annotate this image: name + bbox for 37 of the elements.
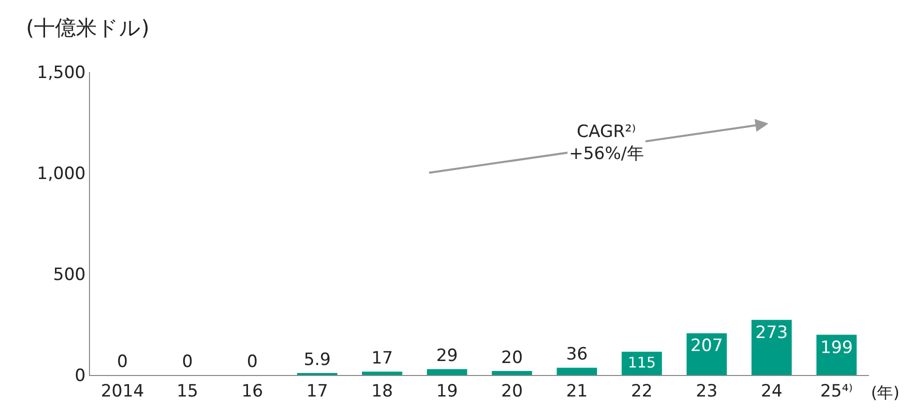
y-axis-title: (十億米ドル) bbox=[26, 16, 150, 40]
x-tick-label: 16 bbox=[241, 381, 264, 402]
data-label: 20 bbox=[501, 348, 523, 368]
x-tick-label: 2014 bbox=[100, 381, 144, 402]
x-tick-label: 22 bbox=[630, 381, 653, 402]
bar bbox=[686, 333, 727, 375]
x-tick-label: 24 bbox=[760, 381, 782, 402]
data-label: 0 bbox=[182, 352, 193, 372]
data-label: 273 bbox=[755, 322, 788, 343]
bar bbox=[556, 368, 597, 375]
y-tick-label: 0 bbox=[74, 366, 86, 386]
x-tick-label: 21 bbox=[566, 381, 588, 402]
y-tick-label: 1,500 bbox=[36, 62, 86, 83]
data-label: 5.9 bbox=[304, 350, 331, 370]
bar bbox=[752, 320, 792, 375]
x-tick-label: 20 bbox=[501, 381, 523, 402]
x-tick-label: 17 bbox=[306, 381, 328, 402]
data-label: 0 bbox=[117, 352, 128, 372]
data-label: 17 bbox=[371, 348, 393, 369]
x-tick-label: 19 bbox=[436, 381, 458, 402]
bar bbox=[426, 369, 468, 375]
y-tick-label: 500 bbox=[53, 264, 86, 285]
annotation: CAGR²⁾ +56%/年 bbox=[569, 122, 644, 164]
y-tick-label: 1,000 bbox=[36, 164, 86, 184]
x-tick-label: 18 bbox=[371, 381, 393, 402]
data-label: 0 bbox=[246, 352, 258, 372]
x-axis-title: (年) bbox=[871, 383, 900, 402]
data-label: 199 bbox=[820, 338, 853, 358]
bar bbox=[362, 372, 402, 375]
x-tick-label: 25⁴⁾ bbox=[820, 381, 853, 402]
data-label: 207 bbox=[690, 336, 723, 356]
data-label: 36 bbox=[566, 344, 588, 365]
data-label: 115 bbox=[628, 354, 656, 372]
data-label: 29 bbox=[436, 346, 458, 366]
x-tick-label: 23 bbox=[696, 381, 718, 402]
x-tick-label: 15 bbox=[176, 381, 198, 402]
bar bbox=[492, 370, 532, 375]
